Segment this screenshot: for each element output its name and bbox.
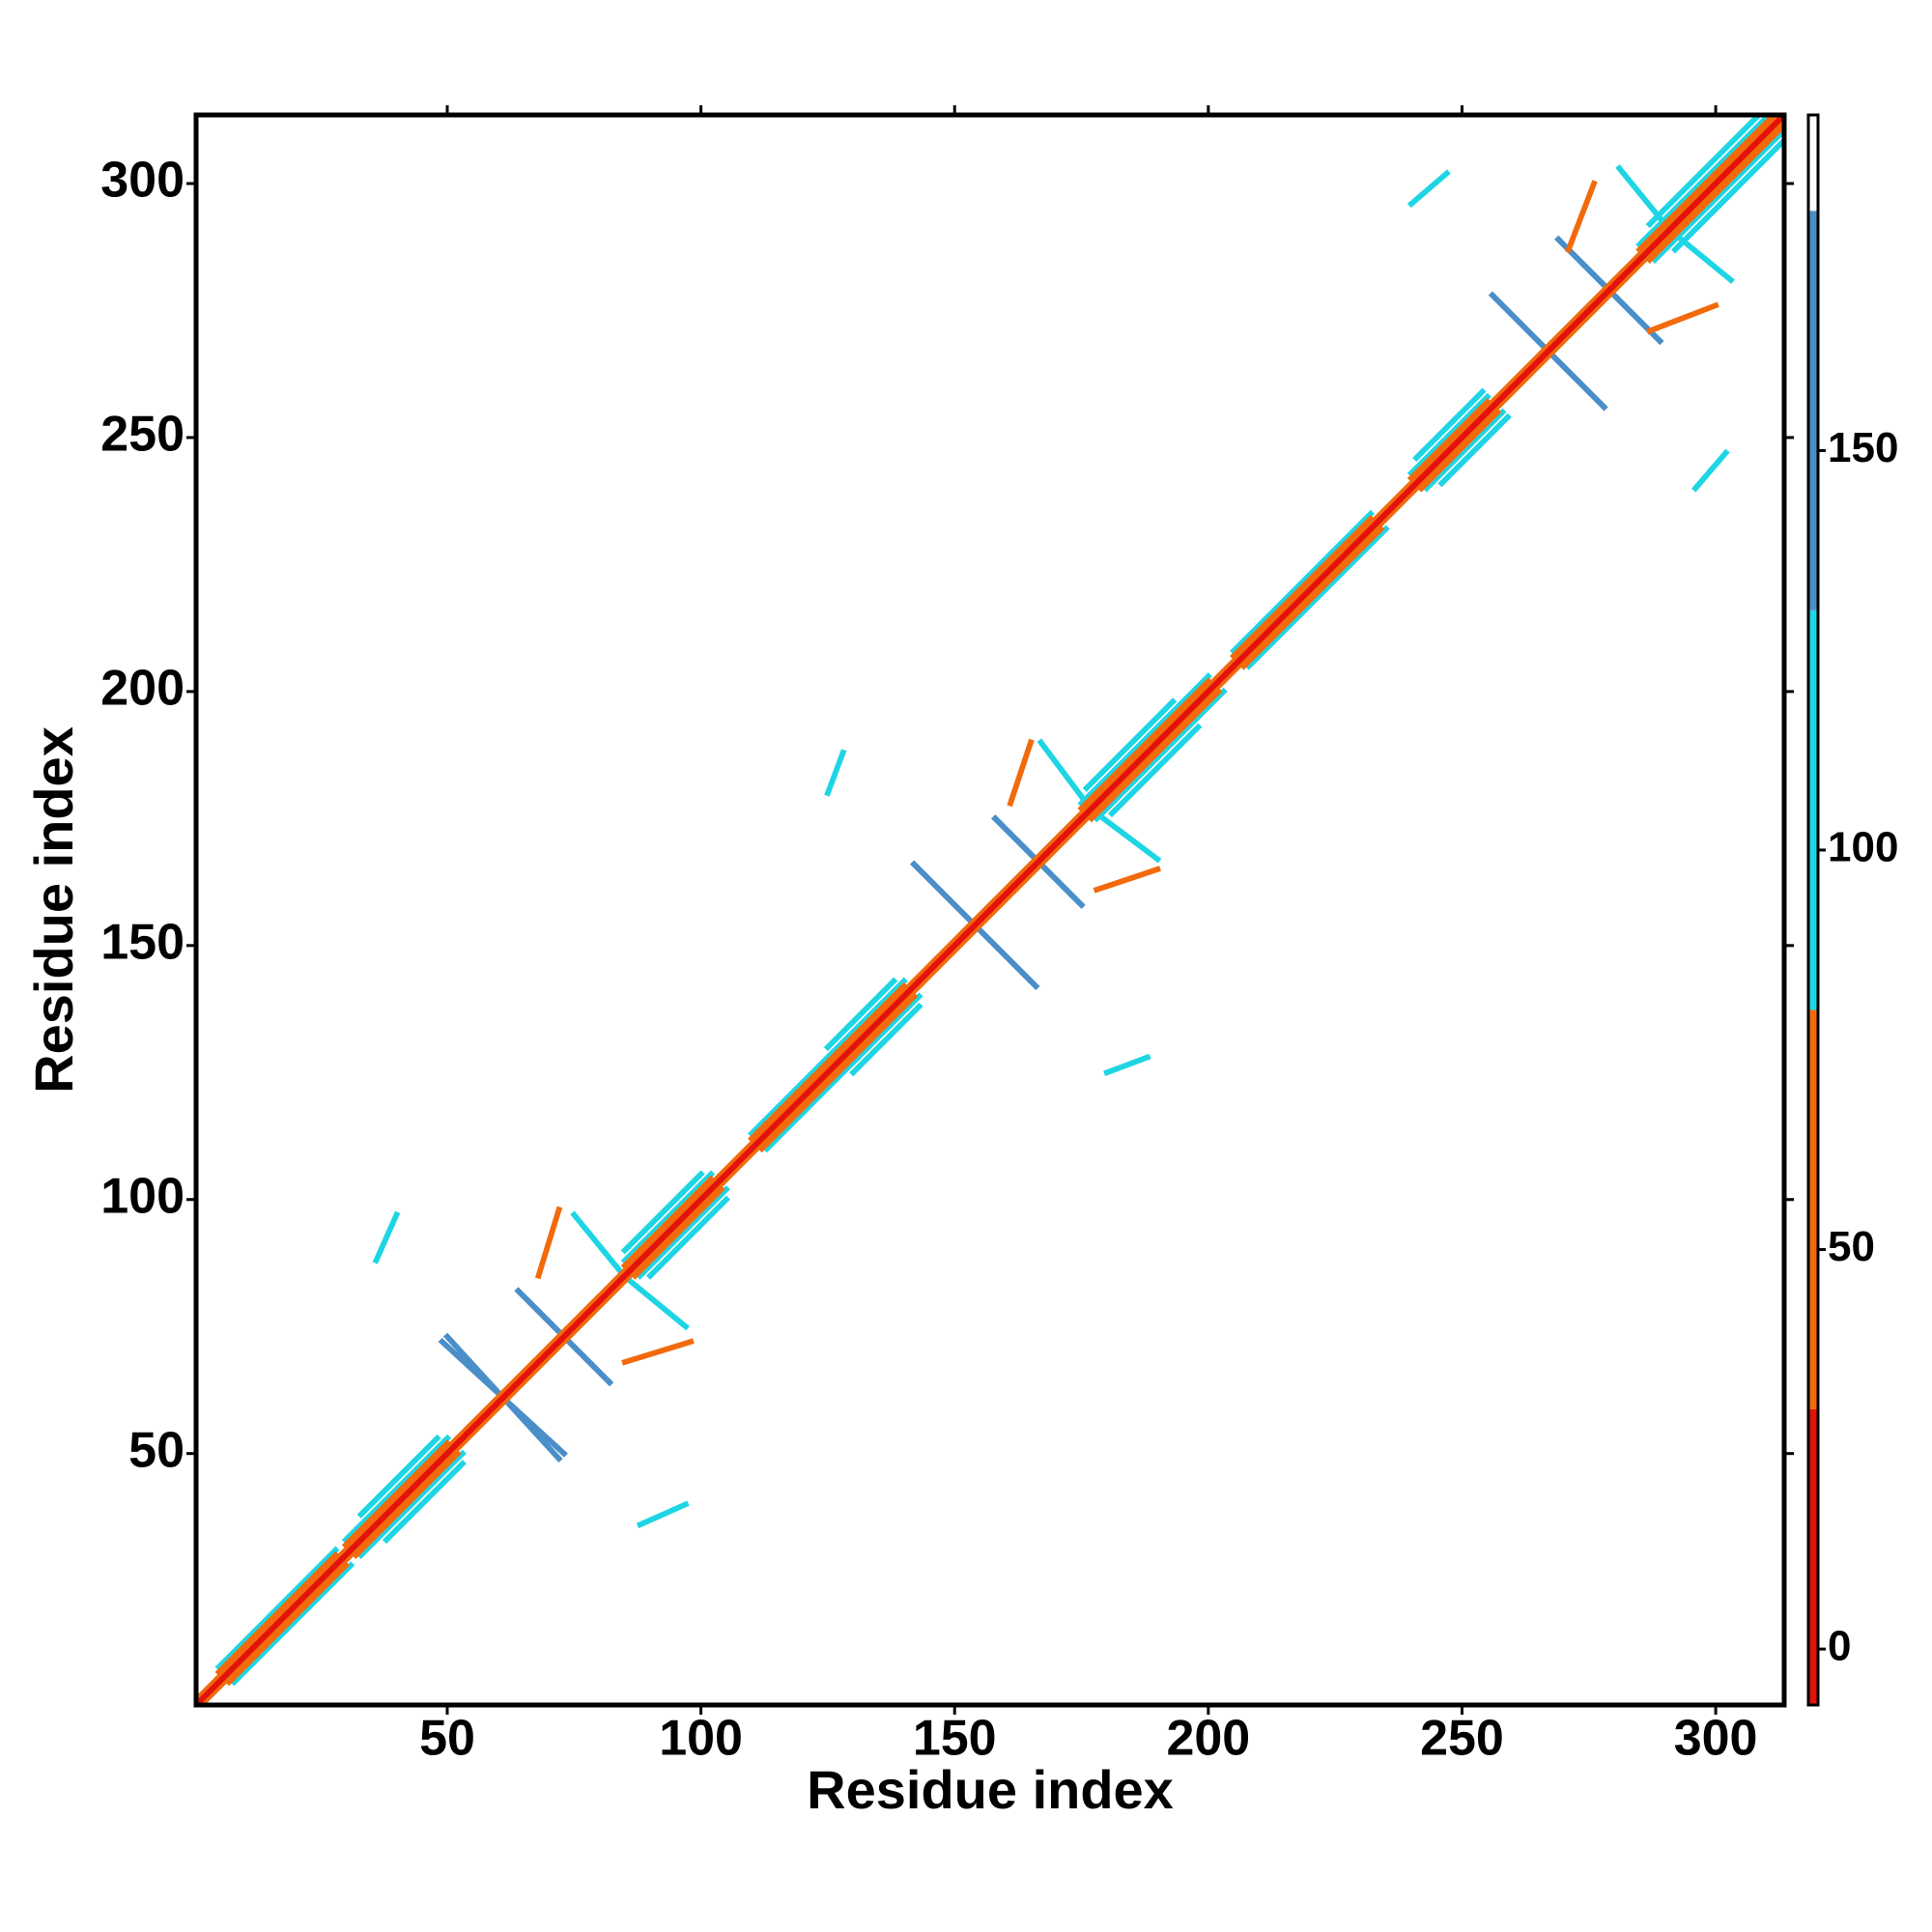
contact-segment xyxy=(849,1002,923,1077)
contact-segment xyxy=(1650,126,1784,264)
contact-segment xyxy=(757,992,919,1153)
contact-segment xyxy=(1007,738,1035,808)
contact-segment xyxy=(534,1206,563,1280)
contact-segment xyxy=(1417,408,1502,493)
colorbar-frame xyxy=(1806,113,1820,1707)
contact-segment xyxy=(748,977,908,1138)
colorbar-tick-label: 100 xyxy=(1828,824,1898,871)
contact-segment xyxy=(356,1434,441,1519)
contact-segment xyxy=(341,1434,452,1545)
contact-segment xyxy=(225,1561,351,1687)
contact-segment xyxy=(1615,164,1669,229)
contact-segment xyxy=(1230,514,1376,661)
contact-segment xyxy=(621,1338,695,1366)
contact-segment xyxy=(196,115,1784,1705)
contact-segment xyxy=(626,1276,690,1331)
colorbar-tick-label: 150 xyxy=(1828,424,1898,471)
contact-segment xyxy=(1635,115,1774,249)
contact-segment xyxy=(1037,738,1091,808)
contact-segment xyxy=(1077,672,1212,808)
contact-segment xyxy=(230,1561,355,1687)
contact-segment xyxy=(1082,697,1178,792)
x-tick-label: 250 xyxy=(1420,1711,1504,1767)
x-tick-label: 100 xyxy=(659,1711,743,1767)
contact-segment xyxy=(341,1439,452,1549)
contact-segment xyxy=(646,1195,730,1280)
y-tick-label: 150 xyxy=(100,915,185,971)
contact-segment xyxy=(199,118,1784,1705)
contact-segment xyxy=(1437,412,1512,488)
contact-segment xyxy=(1645,115,1763,229)
contact-segment xyxy=(1691,448,1730,493)
y-tick-label: 50 xyxy=(128,1422,185,1478)
contact-segment xyxy=(1671,230,1735,284)
x-tick-label: 50 xyxy=(419,1711,475,1767)
contact-segment xyxy=(1406,398,1492,483)
y-tick-label: 200 xyxy=(100,661,185,717)
contact-segment xyxy=(1406,169,1451,209)
y-axis-label: Residue index xyxy=(23,726,84,1094)
contact-segment xyxy=(214,1550,340,1676)
contact-segment xyxy=(1093,866,1161,894)
contact-segment xyxy=(762,992,923,1153)
colorbar-band xyxy=(1808,115,1818,212)
x-tick-label: 150 xyxy=(913,1711,997,1767)
contact-segment xyxy=(620,1170,716,1264)
contact-segment xyxy=(1103,1053,1151,1077)
plot-frame xyxy=(193,112,1787,1708)
contact-segment xyxy=(1077,677,1212,812)
contact-segment xyxy=(823,977,898,1052)
contact-segment xyxy=(214,1546,340,1671)
contact-segment xyxy=(1406,392,1492,477)
contact-segment xyxy=(1422,408,1507,493)
contact-segment xyxy=(1635,115,1778,254)
contact-segment xyxy=(1565,180,1598,254)
y-tick-label: 100 xyxy=(100,1168,185,1224)
contact-segment xyxy=(1087,687,1223,823)
contact-segment xyxy=(1244,525,1390,670)
contact-segment xyxy=(620,1170,705,1255)
heatmap-cells xyxy=(196,115,1784,1705)
contact-segment xyxy=(356,1449,467,1559)
colorbar-band xyxy=(1808,610,1818,1010)
colorbar-tick-label: 50 xyxy=(1828,1223,1875,1270)
contact-segment xyxy=(196,115,1781,1702)
colorbar-tick-label: 0 xyxy=(1828,1623,1851,1670)
contact-segment xyxy=(1239,525,1385,670)
contact-segment xyxy=(620,1175,716,1270)
contact-segment xyxy=(372,1210,401,1264)
contact-segment xyxy=(1670,136,1784,254)
y-tick-label: 300 xyxy=(100,153,185,209)
contact-segment xyxy=(1646,301,1719,335)
colorbar-band xyxy=(1808,211,1818,611)
contact-segment xyxy=(1107,723,1203,818)
colorbar-band xyxy=(1808,1009,1818,1409)
contact-segment xyxy=(1093,687,1228,823)
contact-segment xyxy=(636,1500,690,1529)
contact-segment xyxy=(1412,387,1487,463)
contact-segment xyxy=(1645,121,1784,264)
contact-segment xyxy=(824,749,847,797)
contact-segment xyxy=(1230,509,1376,655)
y-tick-label: 250 xyxy=(100,407,185,463)
x-tick-label: 300 xyxy=(1674,1711,1758,1767)
colorbar-band xyxy=(1808,1408,1818,1705)
x-axis-label: Residue index xyxy=(807,1759,1174,1820)
contact-segment xyxy=(631,1185,725,1280)
contact-segment xyxy=(1093,810,1162,864)
contact-segment xyxy=(570,1210,624,1275)
x-tick-label: 200 xyxy=(1166,1711,1250,1767)
contact-segment xyxy=(748,981,908,1143)
contact-segment xyxy=(382,1460,467,1545)
contact-segment xyxy=(636,1185,730,1280)
contact-segment xyxy=(352,1449,462,1559)
